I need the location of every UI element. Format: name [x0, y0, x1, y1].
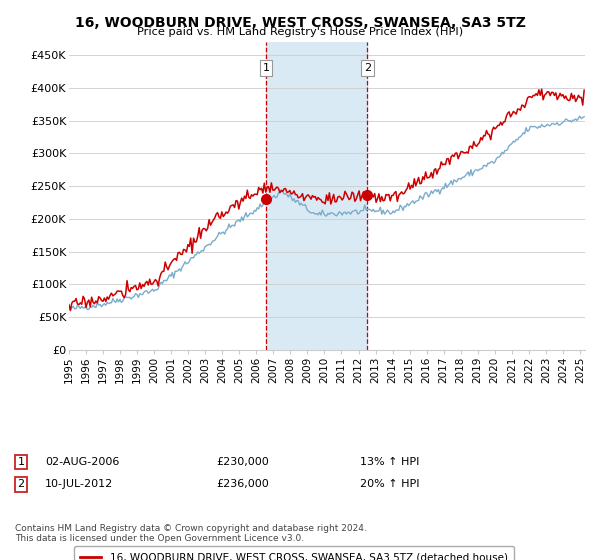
Text: 16, WOODBURN DRIVE, WEST CROSS, SWANSEA, SA3 5TZ: 16, WOODBURN DRIVE, WEST CROSS, SWANSEA,… [74, 16, 526, 30]
Text: £230,000: £230,000 [216, 457, 269, 467]
Legend: 16, WOODBURN DRIVE, WEST CROSS, SWANSEA, SA3 5TZ (detached house), HPI: Average : 16, WOODBURN DRIVE, WEST CROSS, SWANSEA,… [74, 546, 514, 560]
Text: 20% ↑ HPI: 20% ↑ HPI [360, 479, 419, 489]
Text: 1: 1 [263, 63, 270, 73]
Bar [266, 42, 367, 350]
Text: 02-AUG-2006: 02-AUG-2006 [45, 457, 119, 467]
Text: 2: 2 [364, 63, 371, 73]
Text: 1: 1 [17, 457, 25, 467]
Text: Price paid vs. HM Land Registry's House Price Index (HPI): Price paid vs. HM Land Registry's House … [137, 27, 463, 37]
Text: Contains HM Land Registry data © Crown copyright and database right 2024.
This d: Contains HM Land Registry data © Crown c… [15, 524, 367, 543]
Text: 10-JUL-2012: 10-JUL-2012 [45, 479, 113, 489]
Text: 2: 2 [17, 479, 25, 489]
Text: £236,000: £236,000 [216, 479, 269, 489]
Text: 13% ↑ HPI: 13% ↑ HPI [360, 457, 419, 467]
